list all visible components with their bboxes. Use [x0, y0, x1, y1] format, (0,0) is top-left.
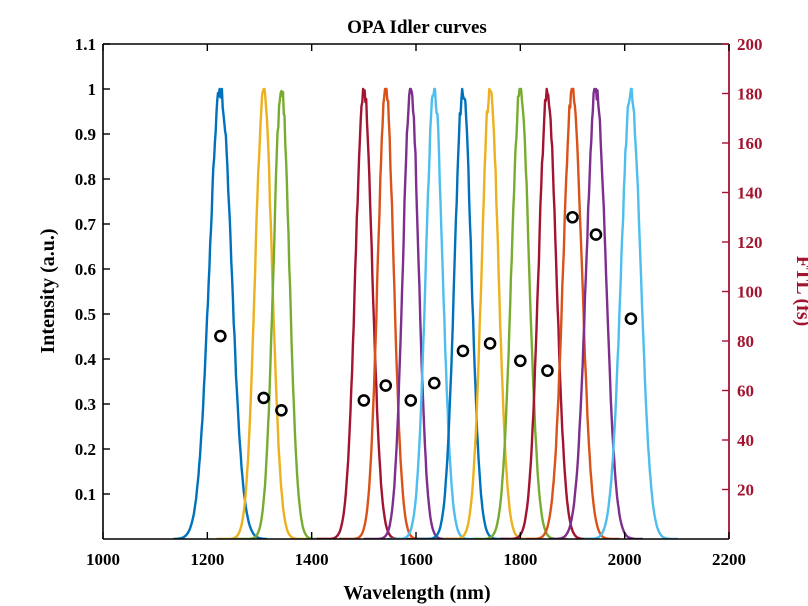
x-axis-label: Wavelength (nm) — [343, 582, 490, 604]
y2-tick-label: 60 — [737, 382, 754, 401]
y-tick-label: 0.8 — [75, 170, 96, 189]
ftl-marker-12 — [566, 210, 579, 224]
y2-tick-label: 100 — [737, 283, 763, 302]
y-tick-label: 0.6 — [75, 260, 96, 279]
y2-tick-label: 120 — [737, 233, 763, 252]
y-tick-label: 0.1 — [75, 485, 96, 504]
y2-tick-label: 80 — [737, 332, 754, 351]
y-tick-label: 0.2 — [75, 440, 96, 459]
ftl-marker-5 — [379, 379, 393, 392]
ftl-marker-9 — [483, 337, 497, 350]
series-line-12 — [525, 87, 620, 539]
y2-tick-label: 20 — [737, 481, 754, 500]
y-tick-label: 1.1 — [75, 35, 96, 54]
series-line-1 — [173, 87, 268, 539]
y2-tick-label: 200 — [737, 35, 763, 54]
x-tick-label: 1200 — [190, 550, 224, 569]
ftl-markers — [214, 210, 638, 417]
ftl-marker-3 — [275, 403, 288, 417]
y2-axis-label: FTL (fs) — [792, 256, 808, 327]
ftl-marker-13 — [589, 228, 603, 241]
ftl-marker-4 — [357, 394, 371, 407]
ftl-marker-7 — [427, 376, 441, 390]
y-tick-label: 0.7 — [75, 215, 97, 234]
y-tick-label: 0.3 — [75, 395, 96, 414]
ftl-marker-11 — [541, 364, 554, 378]
y-tick-label: 1 — [88, 80, 97, 99]
y-tick-label: 0.9 — [75, 125, 96, 144]
y-tick-label: 0.5 — [75, 305, 96, 324]
ftl-marker-1 — [214, 329, 227, 343]
y-axis-label: Intensity (a.u.) — [37, 228, 59, 353]
x-tick-label: 1000 — [86, 550, 120, 569]
x-tick-label: 1800 — [503, 550, 537, 569]
y-tick-label: 0.4 — [75, 350, 97, 369]
ftl-marker-10 — [514, 354, 527, 368]
chart-title: OPA Idler curves — [347, 17, 487, 38]
y2-tick-label: 180 — [737, 85, 763, 104]
x-tick-label: 2000 — [608, 550, 642, 569]
series-line-13 — [548, 87, 644, 539]
y2-tick-label: 140 — [737, 184, 763, 203]
x-tick-label: 2200 — [712, 550, 746, 569]
y2-tick-label: 160 — [737, 134, 763, 153]
axes: 1000 1200 1400 1600 1800 2000 22000.10.20.30.4… — [75, 35, 763, 569]
y2-tick-label: 40 — [737, 431, 754, 450]
ftl-marker-6 — [404, 394, 418, 407]
ftl-marker-8 — [456, 344, 470, 358]
series-line-11 — [500, 87, 595, 539]
ftl-marker-2 — [257, 391, 270, 405]
x-tick-label: 1400 — [295, 550, 329, 569]
series-line-14 — [583, 87, 679, 539]
x-tick-label: 1600 — [399, 550, 433, 569]
ftl-marker-14 — [624, 312, 638, 326]
